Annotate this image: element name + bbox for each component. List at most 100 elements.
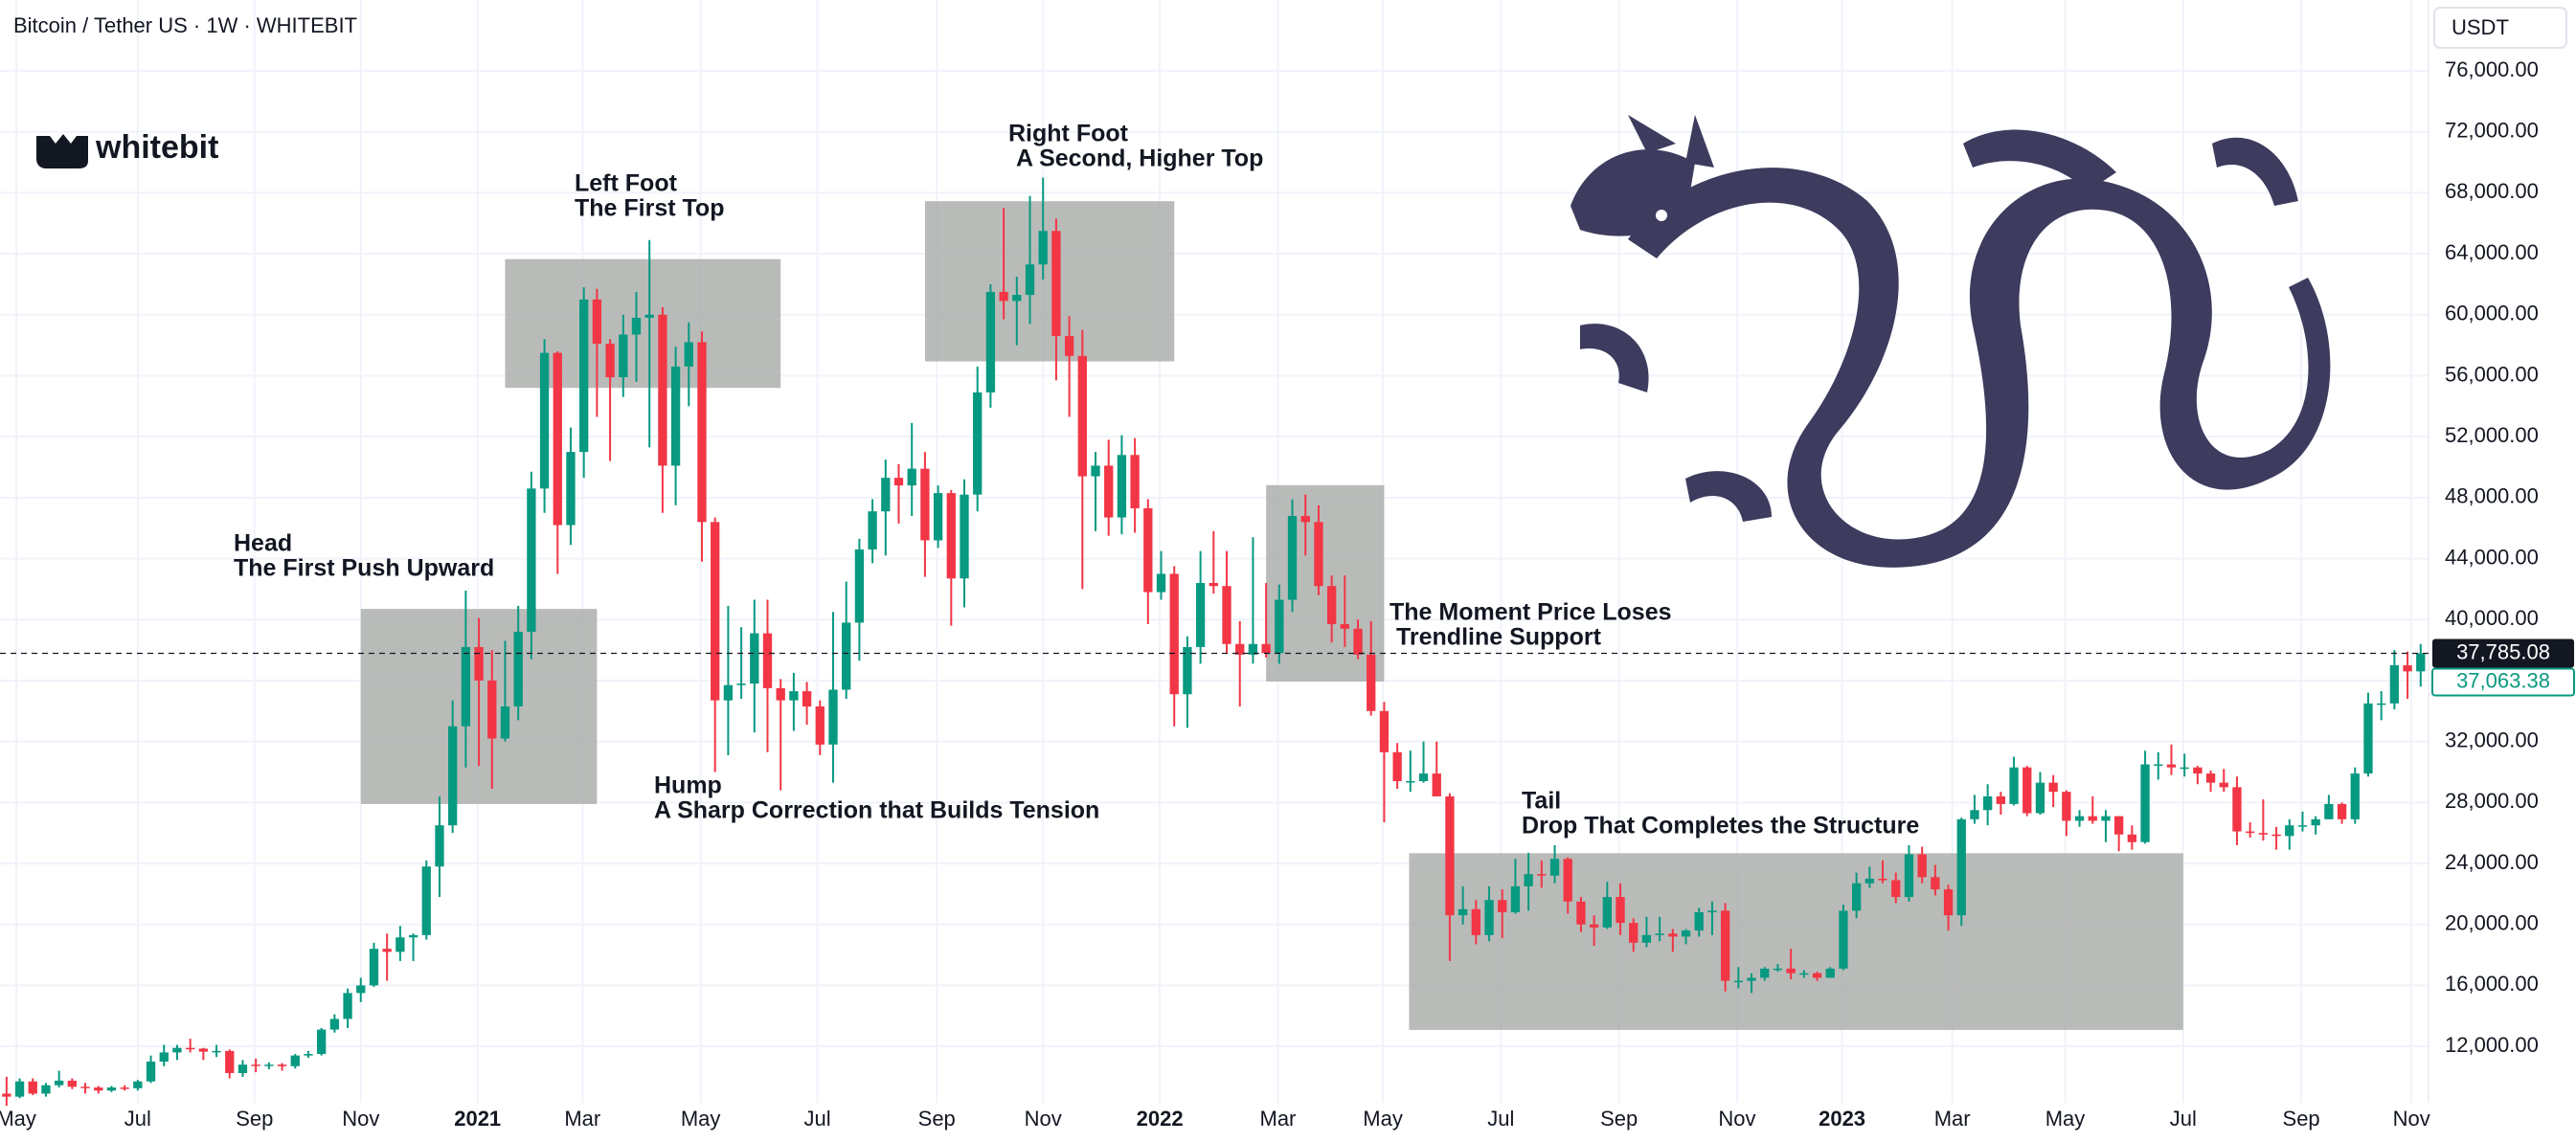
candle-body xyxy=(1130,455,1140,509)
candle-body xyxy=(750,633,759,684)
candle-body xyxy=(802,691,812,707)
candle-body xyxy=(1340,624,1349,629)
annotation-title: Right Foot xyxy=(1008,121,1129,147)
candle-body xyxy=(1314,522,1323,587)
pattern-box xyxy=(1266,484,1385,683)
candle-body xyxy=(290,1055,300,1066)
candle-body xyxy=(1064,336,1074,356)
candle-body xyxy=(41,1085,51,1094)
candle-body xyxy=(225,1050,235,1073)
candle-body xyxy=(2377,703,2386,705)
candle-body xyxy=(500,706,510,739)
candle-body xyxy=(2048,782,2058,793)
logo: whitebit xyxy=(36,129,218,168)
candle-body xyxy=(815,706,825,745)
candle-body xyxy=(1786,968,1796,974)
candle-body xyxy=(1287,515,1298,600)
y-tick-label: 68,000.00 xyxy=(2445,179,2539,203)
candle-body xyxy=(605,344,615,378)
x-tick-label: Mar xyxy=(1260,1107,1297,1131)
candle-body xyxy=(868,511,877,550)
x-tick-label: Nov xyxy=(2393,1107,2430,1131)
candle-body xyxy=(1457,908,1468,916)
candle-body xyxy=(2258,833,2269,835)
y-tick-label: 32,000.00 xyxy=(2445,728,2539,751)
candle-body xyxy=(1524,874,1533,886)
candle-body xyxy=(881,478,891,512)
candle-body xyxy=(408,934,418,938)
candle-body xyxy=(1379,710,1390,752)
candle-body xyxy=(566,452,576,526)
candle-body xyxy=(776,687,785,701)
pattern-box xyxy=(505,258,781,389)
candle-body xyxy=(1143,508,1153,593)
candle-body xyxy=(1655,933,1664,935)
candle-body xyxy=(946,493,956,579)
candle-body xyxy=(1183,646,1192,695)
candle-body xyxy=(2246,831,2255,834)
annotation-text: The First Top xyxy=(575,195,724,222)
candle-body xyxy=(1012,295,1022,302)
candle-body xyxy=(1156,573,1166,593)
candle-body xyxy=(670,366,681,466)
pattern-box xyxy=(1409,853,2183,1030)
candle-body xyxy=(198,1048,209,1052)
candle-body xyxy=(1891,880,1901,898)
candle-body xyxy=(159,1052,169,1063)
x-tick-label: Sep xyxy=(918,1107,956,1131)
candle-body xyxy=(2232,787,2242,832)
annotation-text: Trendline Support xyxy=(1396,624,1602,651)
candle-body xyxy=(513,631,523,707)
candle-body xyxy=(435,825,444,867)
pattern-boxes xyxy=(360,201,2183,1030)
candle-body xyxy=(1851,883,1862,911)
annotation-title: Hump xyxy=(654,773,722,799)
candle-body xyxy=(54,1080,64,1086)
candle-body xyxy=(789,691,799,701)
candle-body xyxy=(960,494,969,579)
candle-body xyxy=(317,1029,327,1055)
candle-body xyxy=(421,866,431,935)
candle-body xyxy=(1970,810,1979,819)
candle-body xyxy=(1733,980,1744,983)
candle-body xyxy=(1091,465,1100,477)
candle-body xyxy=(28,1081,37,1094)
x-tick-label: Jul xyxy=(1487,1107,1514,1131)
y-tick-label: 12,000.00 xyxy=(2445,1033,2539,1057)
y-tick-label: 16,000.00 xyxy=(2445,972,2539,996)
candle-body xyxy=(1629,923,1638,943)
candles xyxy=(2,177,2426,1107)
candle-body xyxy=(2271,834,2281,837)
candle-body xyxy=(619,334,628,378)
candle-body xyxy=(907,468,916,486)
candle-body xyxy=(2403,665,2412,672)
x-tick-label: 2021 xyxy=(454,1107,501,1131)
candle-body xyxy=(527,488,536,632)
candle-body xyxy=(1760,968,1770,978)
candle-body xyxy=(14,1081,25,1097)
currency-label[interactable]: USDT xyxy=(2452,15,2509,39)
candle-body xyxy=(2324,803,2334,819)
candle-body xyxy=(2140,764,2150,842)
candle-body xyxy=(395,937,405,952)
y-tick-label: 24,000.00 xyxy=(2445,850,2539,874)
candle-body xyxy=(697,342,707,523)
candle-body xyxy=(2074,816,2085,821)
logo-icon xyxy=(36,134,88,168)
candle-body xyxy=(1392,751,1402,782)
candle-body xyxy=(2180,767,2189,770)
candle-body xyxy=(2127,834,2137,842)
candle-body xyxy=(1956,818,1966,916)
currency-button[interactable]: USDT xyxy=(2433,7,2567,49)
candle-body xyxy=(2114,816,2124,835)
candle-body xyxy=(2,1093,11,1097)
x-tick-label: Mar xyxy=(1934,1107,1971,1131)
candle-body xyxy=(2022,767,2032,814)
annotation-title: Tail xyxy=(1522,788,1561,815)
candle-body xyxy=(1117,455,1127,518)
currency-button-box[interactable] xyxy=(2433,7,2567,49)
candle-body xyxy=(2205,773,2216,783)
pattern-box xyxy=(924,201,1175,362)
candle-body xyxy=(80,1086,90,1088)
